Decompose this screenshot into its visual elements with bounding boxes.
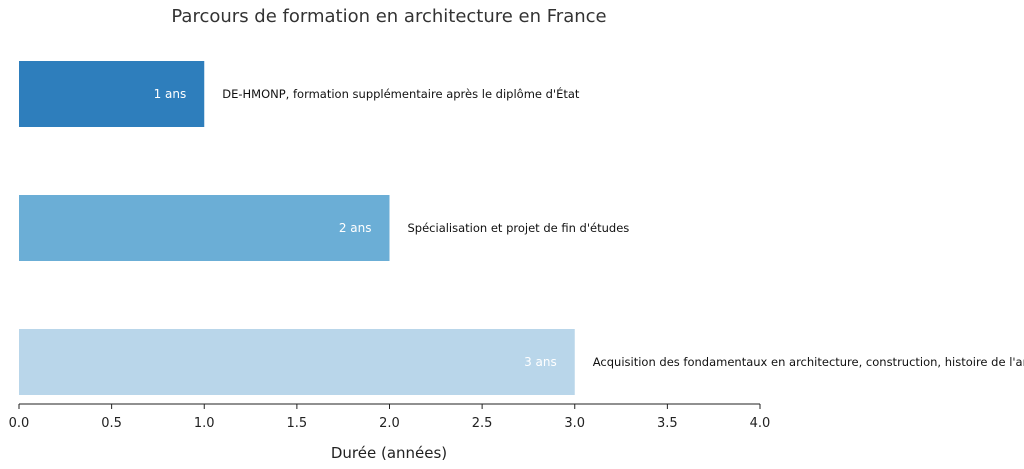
- bar-description-label: DE-HMONP, formation supplémentaire après…: [222, 86, 580, 101]
- bar-description-label: Acquisition des fondamentaux en architec…: [593, 355, 1024, 369]
- bars-layer: 1 ans DE-HMONP, formation supplémentaire …: [19, 61, 1024, 395]
- bar-1: [19, 61, 205, 127]
- chart-title: Parcours de formation en architecture en…: [171, 6, 606, 27]
- x-axis-label: Durée (années): [331, 444, 447, 462]
- bar-2: [19, 195, 390, 261]
- x-tick-label: 3.5: [657, 416, 678, 431]
- bar-value-label: 3 ans: [524, 355, 557, 369]
- x-tick-label: 1.5: [287, 416, 308, 431]
- x-axis: 0.0 0.5 1.0 1.5 2.0 2.5 3.0 3.5 4.0: [9, 403, 771, 431]
- x-tick-label: 4.0: [750, 416, 771, 431]
- x-tick-label: 0.0: [9, 416, 30, 431]
- x-tick-label: 2.5: [472, 416, 493, 431]
- x-tick-label: 1.0: [194, 416, 215, 431]
- bar-value-label: 2 ans: [339, 221, 372, 235]
- x-tick-label: 0.5: [101, 416, 122, 431]
- x-tick-label: 3.0: [564, 416, 585, 431]
- bar-description-label: Spécialisation et projet de fin d'études: [408, 221, 630, 235]
- x-tick-label: 2.0: [379, 416, 400, 431]
- bar-3: [19, 329, 575, 395]
- bar-value-label: 1 ans: [154, 87, 187, 101]
